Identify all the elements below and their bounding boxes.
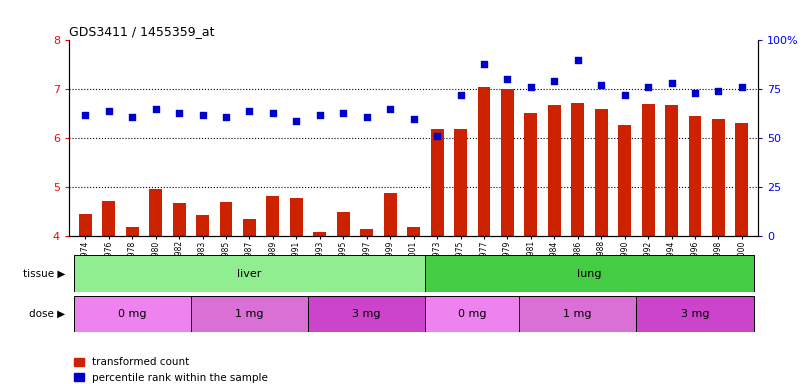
Text: 0 mg: 0 mg xyxy=(118,309,147,319)
Bar xyxy=(642,104,654,236)
Point xyxy=(267,110,280,116)
Point xyxy=(547,78,560,84)
Text: liver: liver xyxy=(238,268,262,279)
Point xyxy=(384,106,397,112)
Point xyxy=(407,116,420,122)
Point xyxy=(431,133,444,139)
Point xyxy=(594,82,607,88)
Point xyxy=(220,114,233,120)
Bar xyxy=(478,87,491,236)
Bar xyxy=(267,196,279,236)
Bar xyxy=(594,109,607,236)
Point xyxy=(689,90,702,96)
Point xyxy=(173,110,186,116)
Point xyxy=(102,108,115,114)
Bar xyxy=(308,296,425,332)
Text: lung: lung xyxy=(577,268,602,279)
Bar xyxy=(519,296,637,332)
Point xyxy=(243,108,256,114)
Bar xyxy=(290,198,303,236)
Bar xyxy=(149,189,162,236)
Point xyxy=(313,112,326,118)
Text: 3 mg: 3 mg xyxy=(353,309,381,319)
Bar xyxy=(736,122,749,236)
Bar xyxy=(74,296,191,332)
Text: 1 mg: 1 mg xyxy=(564,309,592,319)
Bar xyxy=(74,255,425,292)
Text: dose ▶: dose ▶ xyxy=(28,309,65,319)
Bar xyxy=(454,129,467,236)
Bar xyxy=(313,232,326,236)
Bar xyxy=(501,89,514,236)
Bar xyxy=(243,218,256,236)
Point xyxy=(642,84,654,90)
Bar xyxy=(425,296,519,332)
Bar xyxy=(665,105,678,236)
Bar xyxy=(360,229,373,236)
Bar xyxy=(102,201,115,236)
Point xyxy=(665,80,678,86)
Text: tissue ▶: tissue ▶ xyxy=(23,268,65,279)
Legend: transformed count, percentile rank within the sample: transformed count, percentile rank withi… xyxy=(74,358,268,382)
Text: 0 mg: 0 mg xyxy=(458,309,487,319)
Text: GDS3411 / 1455359_at: GDS3411 / 1455359_at xyxy=(69,25,214,38)
Bar xyxy=(637,296,753,332)
Point xyxy=(290,118,303,124)
Bar xyxy=(220,202,233,236)
Point xyxy=(571,57,584,63)
Point xyxy=(196,112,209,118)
Point xyxy=(501,76,514,83)
Bar xyxy=(407,227,420,236)
Point xyxy=(736,84,749,90)
Point xyxy=(712,88,725,94)
Bar xyxy=(525,113,538,236)
Point xyxy=(360,114,373,120)
Bar xyxy=(191,296,308,332)
Bar xyxy=(571,103,584,236)
Bar xyxy=(384,193,397,236)
Point xyxy=(126,114,139,120)
Bar xyxy=(618,124,631,236)
Bar xyxy=(337,212,350,236)
Bar xyxy=(712,119,725,236)
Bar xyxy=(173,203,186,236)
Bar xyxy=(79,214,92,236)
Point xyxy=(454,92,467,98)
Point xyxy=(79,112,92,118)
Bar xyxy=(548,105,560,236)
Point xyxy=(149,106,162,112)
Bar xyxy=(425,255,753,292)
Text: 3 mg: 3 mg xyxy=(680,309,710,319)
Bar xyxy=(689,116,702,236)
Bar xyxy=(196,215,209,236)
Point xyxy=(618,92,631,98)
Point xyxy=(525,84,538,90)
Point xyxy=(337,110,350,116)
Text: 1 mg: 1 mg xyxy=(235,309,264,319)
Bar xyxy=(126,227,139,236)
Bar xyxy=(431,129,444,236)
Point xyxy=(478,61,491,67)
